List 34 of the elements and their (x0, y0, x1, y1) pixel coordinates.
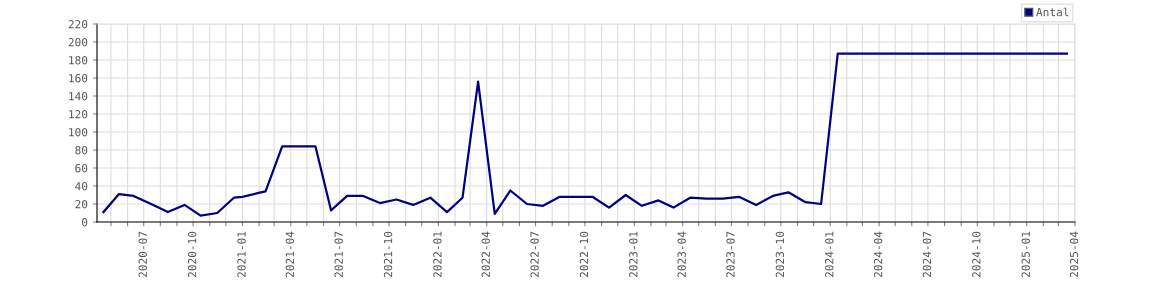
x-tick-label: 2023-07 (726, 231, 735, 278)
y-tick-label: 80 (75, 146, 88, 155)
y-tick-label: 220 (68, 20, 88, 29)
y-tick-label: 20 (75, 200, 88, 209)
y-tick-label: 200 (68, 38, 88, 47)
y-tick-label: 100 (69, 128, 88, 137)
y-tick-label: 140 (69, 92, 88, 101)
x-tick-label: 2021-10 (383, 231, 393, 278)
x-tick-label: 2022-07 (530, 231, 539, 278)
x-tick-label: 2025-04 (1069, 231, 1079, 278)
x-tick-label: 2025-01 (1021, 231, 1030, 278)
x-tick-label: 2022-10 (579, 231, 589, 278)
x-tick-label: 2021-01 (237, 231, 246, 278)
legend-label: Antal (1036, 7, 1069, 17)
x-tick-label: 2022-01 (433, 231, 442, 278)
x-tick-label: 2023-04 (677, 231, 686, 278)
x-tick-label: 2023-01 (629, 231, 638, 278)
x-tick-label: 2024-01 (825, 231, 834, 278)
x-tick-label: 2024-07 (922, 231, 932, 278)
line-series (102, 52, 1069, 217)
x-tick-label: 2022-04 (481, 231, 490, 278)
x-tick-label: 2021-04 (285, 231, 295, 278)
x-tick-label: 2020-10 (187, 231, 197, 278)
y-tick-label: 120 (69, 110, 88, 119)
y-tick-label: 180 (69, 56, 88, 65)
y-tick-label: 40 (75, 182, 88, 191)
x-tick-label: 2024-10 (972, 231, 981, 278)
y-tick-label: 160 (69, 74, 88, 83)
x-tick-label: 2021-07 (334, 231, 343, 278)
x-tick-label: 2020-07 (138, 231, 147, 278)
x-tick-label: 2023-10 (775, 231, 785, 278)
x-tick-label: 2024-04 (873, 231, 883, 278)
y-tick-label: 60 (75, 164, 88, 173)
y-tick-label: 0 (82, 218, 88, 227)
